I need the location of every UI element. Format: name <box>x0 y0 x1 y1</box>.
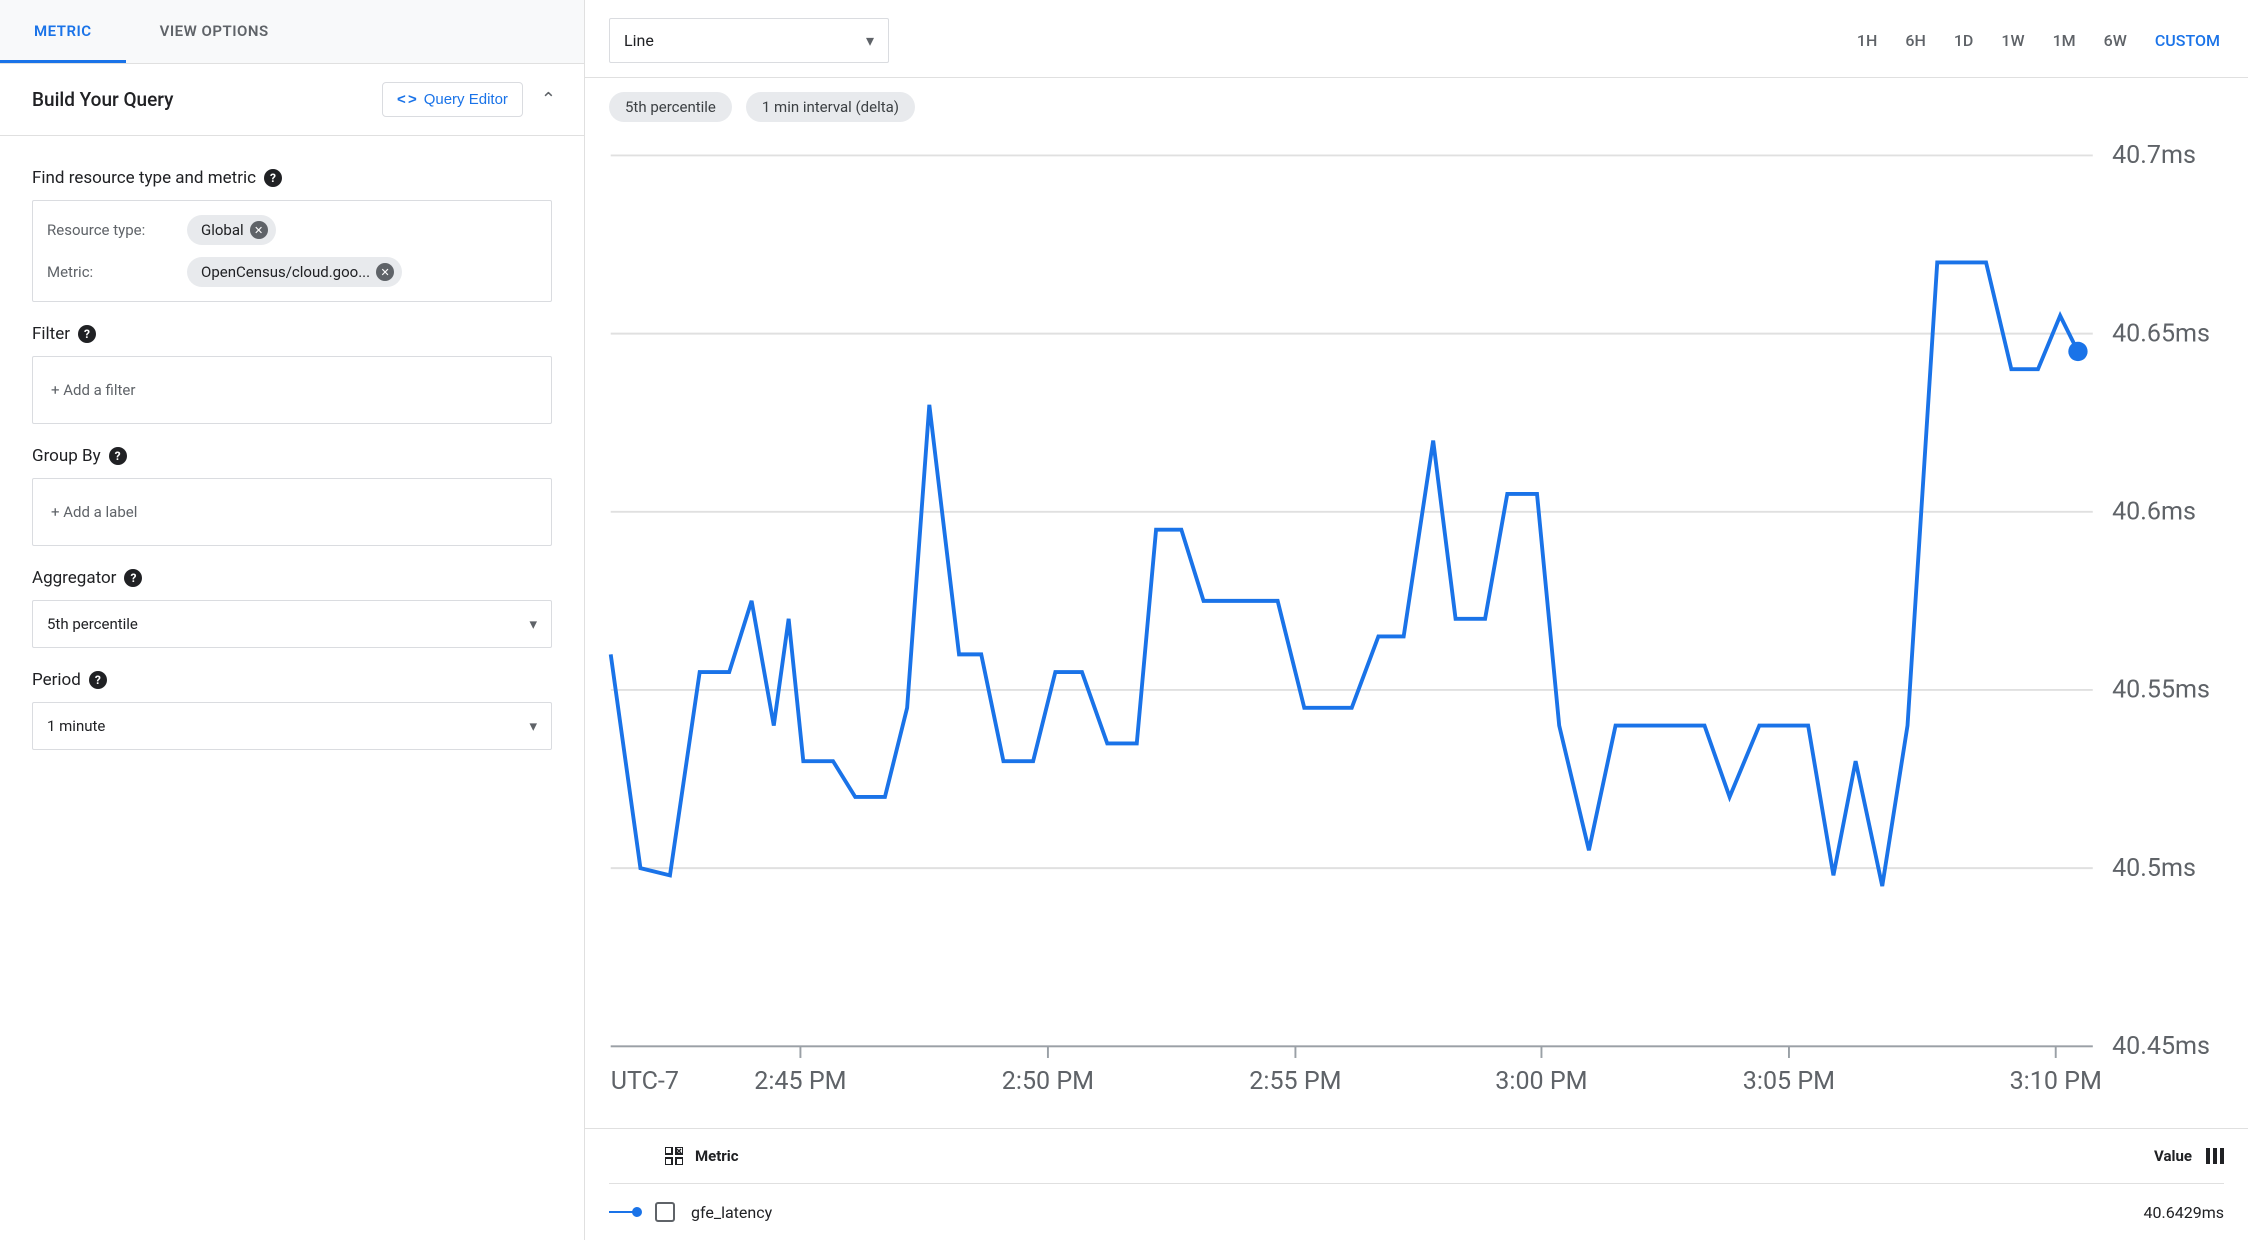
series-swatch-icon <box>609 1211 637 1213</box>
chevron-down-icon: ▾ <box>866 31 874 50</box>
help-icon[interactable]: ? <box>264 169 282 187</box>
help-icon[interactable]: ? <box>109 447 127 465</box>
help-icon[interactable]: ? <box>78 325 96 343</box>
time-range-1w[interactable]: 1W <box>2001 31 2024 50</box>
svg-text:40.5ms: 40.5ms <box>2112 854 2196 883</box>
svg-text:40.7ms: 40.7ms <box>2112 141 2196 170</box>
resource-metric-box: Resource type: Global ✕ Metric: OpenCens… <box>32 200 552 302</box>
chart-toolbar: Line ▾ 1H 6H 1D 1W 1M 6W CUSTOM <box>585 0 2248 78</box>
chart-panel: Line ▾ 1H 6H 1D 1W 1M 6W CUSTOM 5th percentile… <box>585 0 2248 1240</box>
svg-text:40.6ms: 40.6ms <box>2112 497 2196 526</box>
value-column-header: Value <box>2154 1147 2192 1165</box>
group-by-label: Group By ? <box>32 446 552 466</box>
tab-metric[interactable]: METRIC <box>0 0 126 63</box>
period-label-text: Period <box>32 670 81 690</box>
resource-type-chip[interactable]: Global ✕ <box>187 215 276 245</box>
svg-text:3:10 PM: 3:10 PM <box>2010 1067 2102 1096</box>
remove-metric-icon[interactable]: ✕ <box>376 263 394 281</box>
time-range-custom[interactable]: CUSTOM <box>2155 31 2220 50</box>
svg-text:2:55 PM: 2:55 PM <box>1249 1067 1341 1096</box>
panel-tabs: METRIC VIEW OPTIONS <box>0 0 584 64</box>
time-range-6w[interactable]: 6W <box>2104 31 2127 50</box>
line-chart: 40.45ms 40.5ms 40.55ms 40.6ms 40.65ms 40.7ms U… <box>603 136 2224 1128</box>
resource-type-value: Global <box>201 221 244 239</box>
time-range-selector: 1H 6H 1D 1W 1M 6W CUSTOM <box>1857 31 2220 50</box>
add-label-button[interactable]: + Add a label <box>47 493 537 531</box>
aggregator-label-text: Aggregator <box>32 568 116 588</box>
legend-row[interactable]: gfe_latency 40.6429ms <box>609 1184 2224 1240</box>
tab-view-options[interactable]: VIEW OPTIONS <box>126 0 303 63</box>
metric-chip[interactable]: OpenCensus/cloud.goo... ✕ <box>187 257 402 287</box>
svg-text:3:00 PM: 3:00 PM <box>1495 1067 1587 1096</box>
aggregator-select[interactable]: 5th percentile ▾ <box>32 600 552 648</box>
query-form: Find resource type and metric ? Resource… <box>0 136 584 780</box>
metric-value: OpenCensus/cloud.goo... <box>201 263 370 281</box>
query-builder-panel: METRIC VIEW OPTIONS Build Your Query < >… <box>0 0 585 1240</box>
period-label: Period ? <box>32 670 552 690</box>
series-name: gfe_latency <box>691 1203 772 1222</box>
legend-header: Metric Value <box>609 1129 2224 1184</box>
collapse-icon[interactable]: ⌃ <box>541 89 556 110</box>
period-value: 1 minute <box>47 717 105 735</box>
chart-type-value: Line <box>624 31 654 50</box>
series-value: 40.6429ms <box>2144 1203 2224 1222</box>
chart-area: 40.45ms 40.5ms 40.55ms 40.6ms 40.65ms 40.7ms U… <box>585 132 2248 1128</box>
metric-column-header: Metric <box>695 1147 739 1165</box>
filter-box[interactable]: + Add a filter <box>32 356 552 424</box>
code-icon: < > <box>397 91 416 108</box>
resource-type-label: Resource type: <box>47 221 177 239</box>
svg-text:UTC-7: UTC-7 <box>611 1067 679 1096</box>
legend-table: Metric Value gfe_latency 40.6429ms <box>585 1128 2248 1240</box>
resource-section-label: Find resource type and metric ? <box>32 168 552 188</box>
time-range-6h[interactable]: 6H <box>1905 31 1925 50</box>
percentile-pill: 5th percentile <box>609 92 732 122</box>
chevron-down-icon: ▾ <box>529 615 537 633</box>
columns-icon[interactable] <box>2206 1148 2224 1164</box>
resource-section-text: Find resource type and metric <box>32 168 256 188</box>
filter-label: Filter ? <box>32 324 552 344</box>
chart-pills: 5th percentile 1 min interval (delta) <box>585 78 2248 132</box>
svg-text:40.45ms: 40.45ms <box>2112 1032 2210 1061</box>
aggregator-value: 5th percentile <box>47 615 138 633</box>
time-range-1h[interactable]: 1H <box>1857 31 1877 50</box>
svg-text:3:05 PM: 3:05 PM <box>1743 1067 1835 1096</box>
query-editor-button[interactable]: < > Query Editor <box>382 82 523 117</box>
svg-text:40.65ms: 40.65ms <box>2112 319 2210 348</box>
help-icon[interactable]: ? <box>124 569 142 587</box>
time-range-1d[interactable]: 1D <box>1954 31 1974 50</box>
chevron-down-icon: ▾ <box>529 717 537 735</box>
remove-resource-icon[interactable]: ✕ <box>250 221 268 239</box>
query-title: Build Your Query <box>32 88 174 111</box>
help-icon[interactable]: ? <box>89 671 107 689</box>
chart-type-select[interactable]: Line ▾ <box>609 18 889 63</box>
aggregator-label: Aggregator ? <box>32 568 552 588</box>
svg-text:2:50 PM: 2:50 PM <box>1002 1067 1094 1096</box>
filter-label-text: Filter <box>32 324 70 344</box>
svg-text:2:45 PM: 2:45 PM <box>754 1067 846 1096</box>
time-range-1m[interactable]: 1M <box>2053 31 2076 50</box>
add-filter-button[interactable]: + Add a filter <box>47 371 537 409</box>
group-by-label-text: Group By <box>32 446 101 466</box>
metric-label: Metric: <box>47 263 177 281</box>
grid-view-icon[interactable] <box>665 1147 683 1165</box>
period-select[interactable]: 1 minute ▾ <box>32 702 552 750</box>
series-checkbox[interactable] <box>655 1202 675 1222</box>
query-editor-label: Query Editor <box>424 91 508 108</box>
query-header: Build Your Query < > Query Editor ⌃ <box>0 64 584 136</box>
group-by-box[interactable]: + Add a label <box>32 478 552 546</box>
interval-pill: 1 min interval (delta) <box>746 92 915 122</box>
svg-text:40.55ms: 40.55ms <box>2112 676 2210 705</box>
